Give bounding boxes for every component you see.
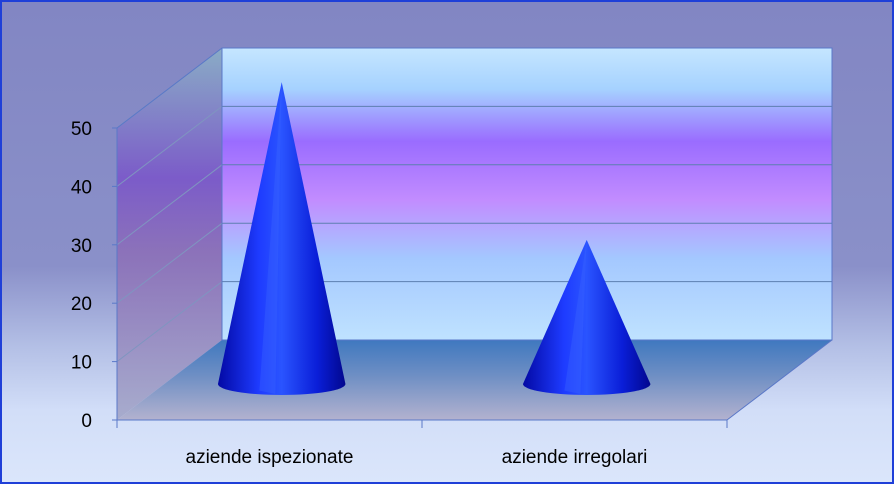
y-axis-ticks: 0 10 20 30 40 50 [71, 119, 117, 432]
y-tick-label: 50 [71, 119, 92, 140]
cone-body [522, 239, 651, 395]
cone-body [217, 82, 346, 395]
x-axis-ticks [116, 420, 728, 428]
side-gridline [116, 222, 223, 304]
x-axis-labels: aziende ispezionate aziende irregolari [186, 447, 648, 468]
side-wall [117, 48, 222, 420]
cone-bar [217, 82, 346, 395]
cone-bar [522, 239, 651, 395]
side-wall-top-edge [116, 47, 223, 129]
x-category-label: aziende ispezionate [186, 447, 354, 468]
x-category-label: aziende irregolari [502, 447, 648, 468]
y-tick-label: 30 [71, 236, 92, 257]
side-gridline [116, 281, 223, 362]
floor-right-edge [726, 339, 833, 421]
side-gridline [116, 106, 223, 187]
y-tick-label: 0 [81, 411, 92, 432]
gridlines [116, 47, 832, 362]
cone-series [217, 82, 651, 395]
y-tick-label: 20 [71, 294, 92, 315]
y-tick-label: 40 [71, 177, 92, 198]
back-wall-outline [221, 47, 833, 341]
y-tick-label: 10 [71, 353, 92, 374]
side-gridline [116, 164, 223, 246]
cone-highlight [564, 239, 587, 394]
cone-highlight [259, 82, 282, 394]
